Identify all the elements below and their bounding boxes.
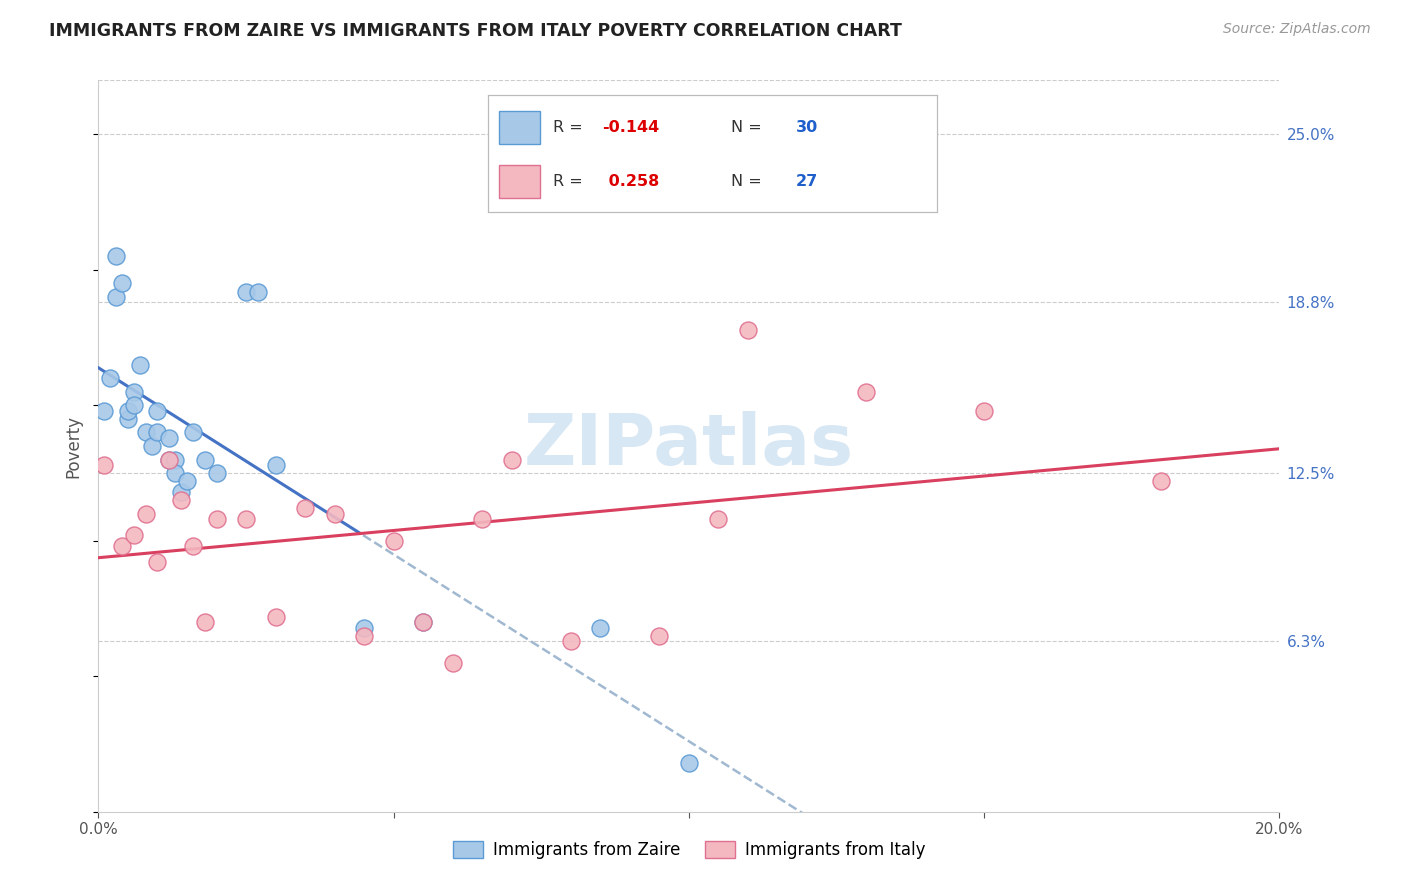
Point [246, 285, 269, 299]
Point [235, 285, 257, 299]
Y-axis label: Poverty: Poverty [65, 415, 83, 477]
Point [205, 512, 228, 526]
Point [264, 458, 287, 472]
Point [382, 533, 405, 548]
Point [165, 452, 187, 467]
Point [589, 620, 612, 634]
Point [353, 620, 375, 634]
Point [111, 277, 134, 291]
Text: Source: ZipAtlas.com: Source: ZipAtlas.com [1223, 22, 1371, 37]
Point [737, 322, 759, 336]
Point [973, 404, 995, 418]
Point [122, 528, 145, 542]
Point [855, 384, 877, 399]
Point [323, 507, 346, 521]
Point [412, 615, 434, 629]
Text: IMMIGRANTS FROM ZAIRE VS IMMIGRANTS FROM ITALY POVERTY CORRELATION CHART: IMMIGRANTS FROM ZAIRE VS IMMIGRANTS FROM… [49, 22, 903, 40]
Point [353, 629, 375, 643]
Point [707, 512, 730, 526]
Point [170, 485, 193, 500]
Point [678, 756, 700, 770]
Point [157, 452, 180, 467]
Point [205, 466, 228, 480]
Point [117, 404, 139, 418]
Point [117, 412, 139, 426]
Point [146, 556, 169, 570]
Point [135, 507, 157, 521]
Point [141, 439, 163, 453]
Point [157, 452, 180, 467]
Point [128, 358, 150, 372]
Legend: Immigrants from Zaire, Immigrants from Italy: Immigrants from Zaire, Immigrants from I… [446, 834, 932, 865]
Point [170, 493, 193, 508]
Point [165, 466, 187, 480]
Point [93, 404, 115, 418]
Point [93, 458, 115, 472]
Point [122, 384, 145, 399]
Text: ZIPatlas: ZIPatlas [524, 411, 853, 481]
Point [560, 634, 582, 648]
Point [105, 290, 128, 304]
Point [501, 452, 523, 467]
Point [648, 629, 671, 643]
Point [157, 431, 180, 445]
Point [146, 404, 169, 418]
Point [294, 501, 316, 516]
Point [194, 615, 217, 629]
Point [146, 425, 169, 440]
Point [412, 615, 434, 629]
Point [235, 512, 257, 526]
Point [135, 425, 157, 440]
Point [111, 539, 134, 553]
Point [105, 249, 128, 263]
Point [471, 512, 494, 526]
Point [1150, 474, 1173, 488]
Point [441, 656, 464, 670]
Point [176, 474, 198, 488]
Point [98, 371, 121, 385]
Point [264, 609, 287, 624]
Point [122, 398, 145, 412]
Point [181, 539, 204, 553]
Point [181, 425, 204, 440]
Point [194, 452, 217, 467]
